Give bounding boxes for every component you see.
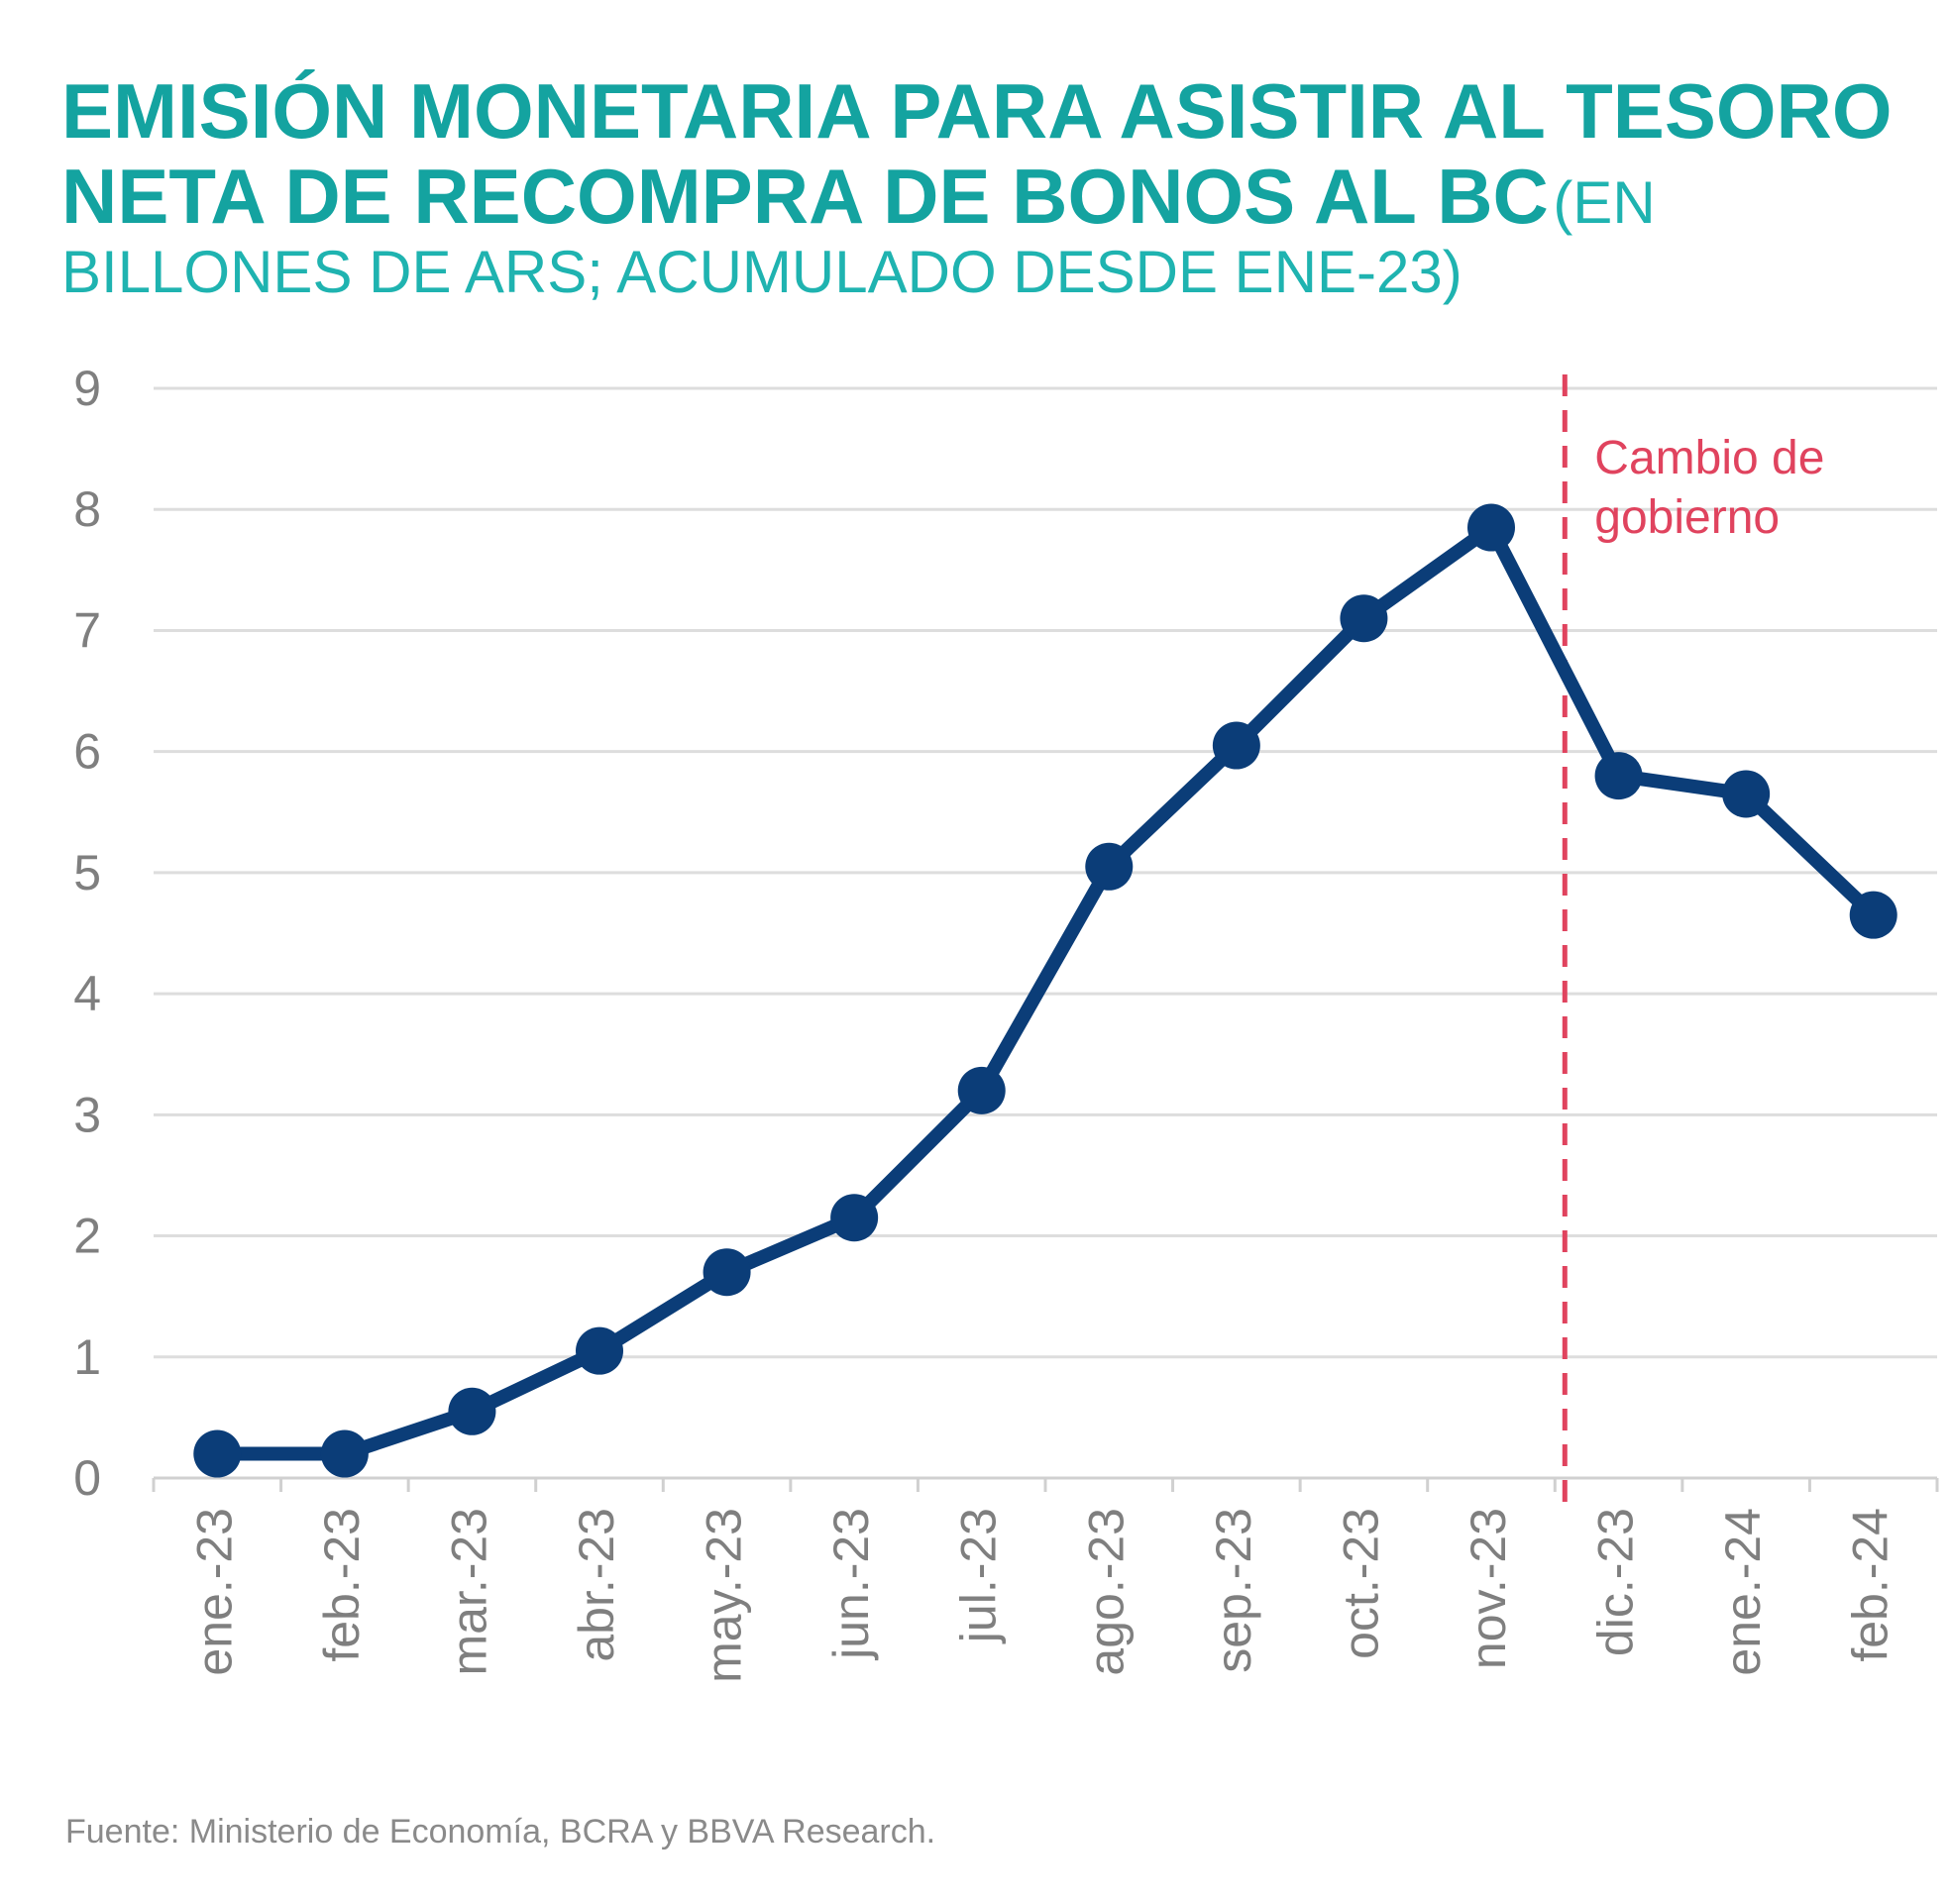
x-tick-label: jun.-23: [823, 1508, 879, 1661]
y-tick-label: 9: [73, 361, 101, 416]
series-line-group: [193, 503, 1897, 1478]
data-point: [1340, 594, 1388, 643]
x-tick-label: feb.-24: [1843, 1508, 1898, 1662]
x-tick-label: nov.-23: [1461, 1508, 1516, 1669]
y-tick-label: 6: [73, 724, 101, 780]
x-tick-label: ago.-23: [1078, 1508, 1134, 1676]
data-point: [1085, 842, 1134, 891]
x-tick-label: feb.-23: [314, 1508, 370, 1662]
data-point: [448, 1387, 496, 1435]
data-point: [320, 1429, 369, 1478]
x-axis-ticks: ene.-23 feb.-23 mar.-23 abr.-23 may.-23 jun.-…: [186, 1508, 1897, 1683]
title-line-1: EMISIÓN MONETARIA PARA ASISTIR AL TESORO: [61, 67, 1893, 155]
y-tick-label: 2: [73, 1209, 101, 1264]
x-tick-label: ene.-23: [186, 1508, 242, 1676]
data-point: [576, 1326, 623, 1375]
data-point: [1849, 891, 1897, 939]
y-axis-ticks: 0 1 2 3 4 5 6 7 8 9: [73, 361, 101, 1506]
annotation-label-line-2: gobierno: [1594, 491, 1780, 544]
chart-subtitle: (EN BILLONES DE ARS; ACUMULADO DESDE ENE…: [61, 168, 1656, 305]
x-axis: [152, 1476, 1939, 1492]
y-tick-label: 8: [73, 481, 101, 537]
data-point: [1212, 721, 1260, 770]
y-tick-label: 3: [73, 1087, 101, 1142]
x-tick-label: mar.-23: [441, 1508, 496, 1676]
x-tick-label: ene.-24: [1715, 1508, 1771, 1676]
series-line: [210, 520, 1881, 1461]
data-point: [703, 1248, 751, 1297]
title-line-2: NETA DE RECOMPRA DE BONOS AL BC: [61, 152, 1549, 240]
x-tick-label: may.-23: [697, 1508, 752, 1683]
x-tick-label: jul.-23: [951, 1508, 1007, 1644]
x-tick-label: dic.-23: [1588, 1508, 1644, 1656]
chart-title: EMISIÓN MONETARIA PARA ASISTIR AL TESORO…: [61, 67, 1924, 305]
y-tick-label: 0: [73, 1450, 101, 1506]
annotation-label-line-1: Cambio de: [1594, 432, 1824, 484]
data-point: [1722, 770, 1771, 818]
x-tick-label: oct.-23: [1333, 1508, 1388, 1659]
data-point: [193, 1429, 242, 1478]
y-tick-label: 4: [73, 966, 101, 1021]
x-tick-label: abr.-23: [569, 1508, 624, 1662]
y-tick-label: 1: [73, 1329, 101, 1385]
y-tick-label: 5: [73, 845, 101, 900]
data-point: [1467, 503, 1515, 552]
gridlines: [154, 386, 1937, 1359]
data-point: [957, 1066, 1006, 1114]
y-tick-label: 7: [73, 602, 101, 658]
data-point: [830, 1194, 879, 1242]
x-tick-label: sep.-23: [1206, 1508, 1261, 1673]
government-change-annotation: Cambio de gobierno: [1562, 374, 1824, 1506]
data-point: [1594, 752, 1643, 800]
source-note: Fuente: Ministerio de Economía, BCRA y B…: [65, 1813, 936, 1851]
